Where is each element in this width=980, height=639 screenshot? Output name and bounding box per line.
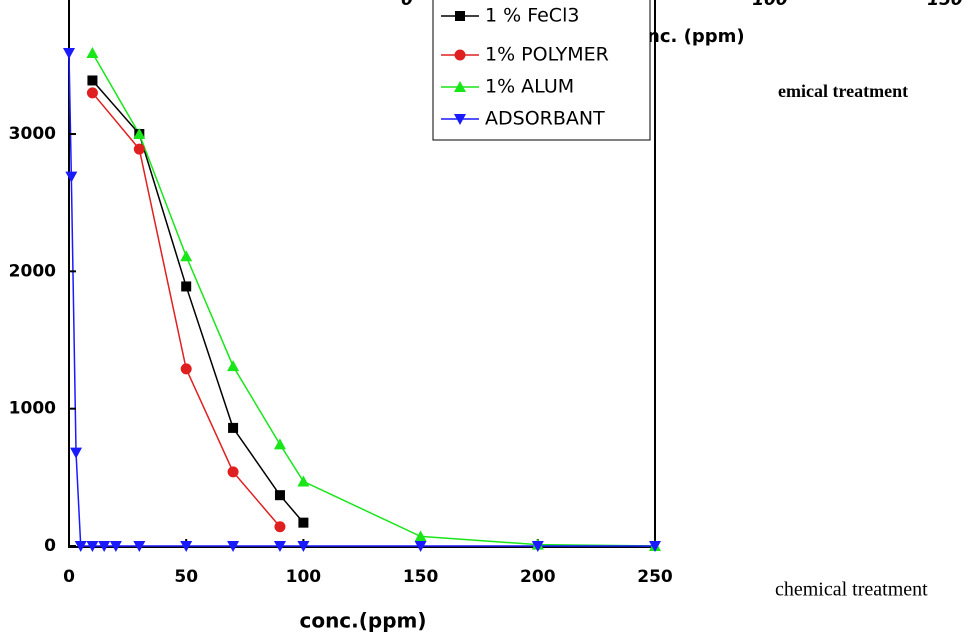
x-tick-label: 0 (63, 567, 75, 587)
marker (227, 541, 240, 552)
marker (227, 360, 240, 372)
legend-marker (455, 11, 465, 21)
marker (273, 541, 286, 552)
marker (180, 541, 193, 552)
legend-label: ADSORBANT (485, 108, 605, 130)
x-tick-label: 50 (174, 567, 198, 587)
marker (86, 541, 99, 552)
series-line (91, 92, 281, 528)
marker (133, 128, 146, 140)
fragment-tick: 100 (752, 0, 788, 10)
marker (109, 541, 122, 552)
marker (414, 541, 427, 552)
y-tick-label: 3000 (9, 124, 56, 144)
x-axis-label: conc.(ppm) (299, 609, 426, 633)
marker (298, 517, 309, 528)
legend-label: 1% POLYMER (485, 44, 609, 66)
fragment-tick: 0 (401, 0, 413, 10)
marker (86, 47, 99, 59)
marker (65, 171, 78, 183)
marker (414, 530, 427, 542)
marker (63, 48, 75, 60)
x-tick-label: 250 (637, 567, 673, 587)
marker (133, 541, 146, 552)
marker (274, 521, 286, 533)
marker (180, 363, 192, 375)
marker (87, 75, 98, 86)
y-tick-label: 0 (44, 536, 56, 556)
fragment-xlabel: Conc. (ppm) (621, 26, 744, 47)
marker (70, 447, 83, 459)
series-line (91, 79, 304, 524)
marker (273, 438, 286, 450)
marker (297, 541, 310, 552)
legend-marker (454, 49, 466, 61)
marker (649, 541, 661, 552)
x-tick-label: 150 (403, 567, 439, 587)
x-tick-label: 200 (520, 567, 556, 587)
fragment-tick: 150 (927, 0, 963, 10)
legend-label: 1 % FeCl3 (485, 5, 579, 27)
legend (432, 0, 651, 141)
marker (227, 466, 239, 478)
marker (181, 281, 192, 292)
marker (86, 87, 98, 99)
marker (274, 490, 285, 501)
y-tick-label: 1000 (9, 399, 56, 419)
marker (180, 250, 193, 262)
legend-label: 1% ALUM (485, 76, 574, 98)
x-tick-label: 100 (286, 567, 322, 587)
marker (297, 475, 310, 487)
fragment-caption: chemical treatment (775, 579, 928, 601)
legend-marker (454, 114, 466, 125)
marker (133, 143, 145, 155)
marker (228, 422, 239, 433)
fragment-caption: emical treatment (778, 81, 908, 101)
marker (98, 541, 111, 552)
legend-marker (454, 81, 466, 92)
marker (531, 541, 544, 552)
marker (74, 541, 87, 552)
y-tick-label: 2000 (9, 261, 56, 281)
